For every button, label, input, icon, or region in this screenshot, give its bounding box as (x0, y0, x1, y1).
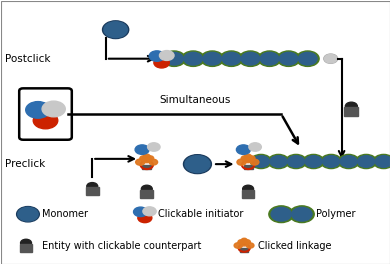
Circle shape (238, 240, 244, 244)
Circle shape (241, 238, 247, 242)
Circle shape (270, 156, 287, 167)
Text: Simultaneous: Simultaneous (160, 95, 231, 105)
Circle shape (143, 154, 150, 158)
Circle shape (269, 206, 294, 223)
Circle shape (245, 154, 251, 158)
Circle shape (147, 143, 160, 151)
Circle shape (142, 156, 152, 163)
Circle shape (340, 156, 357, 167)
Circle shape (241, 52, 260, 65)
Circle shape (260, 52, 279, 65)
Circle shape (143, 207, 156, 216)
Circle shape (252, 156, 269, 167)
Circle shape (305, 156, 322, 167)
Circle shape (358, 156, 375, 167)
Bar (242, 190, 255, 198)
Circle shape (373, 154, 391, 169)
Circle shape (184, 52, 203, 65)
Circle shape (249, 143, 261, 151)
Circle shape (285, 154, 307, 169)
Circle shape (321, 154, 342, 169)
Circle shape (237, 159, 246, 165)
Circle shape (240, 240, 249, 246)
Circle shape (244, 240, 250, 244)
Circle shape (241, 156, 248, 161)
Text: Polymer: Polymer (316, 209, 356, 219)
Circle shape (147, 156, 154, 161)
Circle shape (136, 159, 145, 165)
Circle shape (135, 145, 149, 154)
Circle shape (17, 206, 39, 222)
Circle shape (292, 207, 312, 221)
Circle shape (21, 239, 31, 247)
Circle shape (323, 156, 340, 167)
Circle shape (18, 207, 38, 221)
Circle shape (42, 101, 65, 117)
Circle shape (201, 51, 224, 67)
Circle shape (289, 206, 314, 223)
Bar (240, 249, 248, 252)
Circle shape (239, 51, 262, 67)
Circle shape (345, 102, 357, 110)
Circle shape (149, 51, 165, 61)
Circle shape (222, 52, 241, 65)
Circle shape (248, 156, 255, 161)
Circle shape (154, 58, 169, 68)
Circle shape (104, 22, 127, 38)
Circle shape (237, 145, 250, 154)
Circle shape (277, 51, 300, 67)
Bar (20, 244, 32, 252)
Circle shape (325, 55, 337, 63)
Text: Preclick: Preclick (5, 159, 45, 169)
Circle shape (160, 51, 174, 60)
Text: Entity with clickable counterpart: Entity with clickable counterpart (41, 241, 201, 251)
Circle shape (33, 112, 58, 129)
Circle shape (102, 21, 129, 38)
Circle shape (258, 51, 281, 67)
Circle shape (140, 156, 147, 161)
Circle shape (138, 213, 152, 223)
Circle shape (183, 155, 212, 174)
Circle shape (287, 156, 305, 167)
Circle shape (149, 159, 158, 165)
Circle shape (203, 52, 222, 65)
Circle shape (250, 159, 259, 165)
Circle shape (246, 243, 254, 248)
Text: Clicked linkage: Clicked linkage (258, 241, 331, 251)
Circle shape (251, 154, 271, 169)
Circle shape (185, 156, 210, 173)
Text: Clickable initiator: Clickable initiator (158, 209, 244, 219)
Circle shape (243, 185, 253, 193)
Circle shape (375, 156, 391, 167)
Circle shape (303, 154, 324, 169)
Text: Postclick: Postclick (5, 54, 50, 64)
Circle shape (356, 154, 377, 169)
FancyBboxPatch shape (19, 88, 72, 140)
Circle shape (165, 52, 183, 65)
Circle shape (234, 243, 242, 248)
Circle shape (296, 51, 319, 67)
Circle shape (271, 207, 291, 221)
Circle shape (298, 52, 317, 65)
Bar (344, 107, 358, 116)
Bar (86, 187, 99, 195)
Circle shape (268, 154, 289, 169)
Circle shape (324, 54, 337, 63)
Circle shape (338, 154, 359, 169)
Circle shape (220, 51, 243, 67)
Bar (140, 190, 153, 198)
Circle shape (243, 156, 253, 163)
Circle shape (134, 207, 147, 217)
Bar (142, 165, 151, 169)
Circle shape (279, 52, 298, 65)
Circle shape (26, 101, 50, 118)
Text: Monomer: Monomer (41, 209, 88, 219)
Circle shape (163, 51, 185, 67)
Circle shape (141, 185, 152, 193)
Bar (244, 165, 253, 169)
Circle shape (87, 183, 98, 190)
Circle shape (182, 51, 204, 67)
